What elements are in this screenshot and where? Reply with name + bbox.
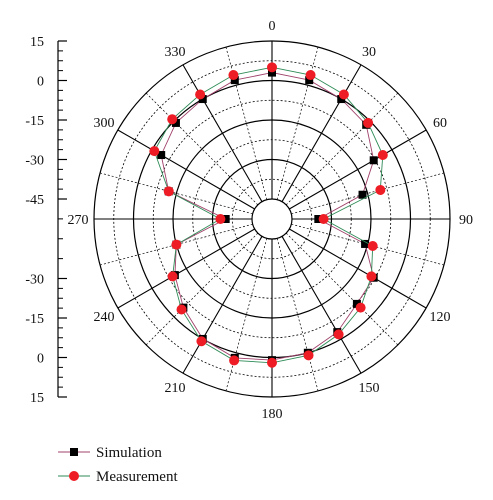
simulation-marker <box>361 239 370 248</box>
measurement-marker <box>195 89 206 100</box>
measurement-marker <box>367 240 378 251</box>
measurement-marker <box>149 146 160 157</box>
grid-spoke-major <box>289 228 427 309</box>
angle-label: 300 <box>93 116 114 131</box>
grid-spoke-major <box>281 64 362 202</box>
measurement-marker <box>267 62 277 73</box>
grid-spoke-major <box>281 236 362 374</box>
angle-label: 180 <box>262 407 283 422</box>
radial-tick-label: -30 <box>25 273 44 288</box>
measurement-marker <box>176 304 187 315</box>
angle-label: 150 <box>359 381 380 396</box>
simulation-marker <box>352 299 361 308</box>
legend-square-marker <box>70 448 78 456</box>
measurement-marker <box>215 214 226 224</box>
legend: Simulation Measurement <box>58 445 178 485</box>
measurement-marker <box>305 70 316 81</box>
angle-label: 120 <box>430 310 451 325</box>
simulation-marker <box>314 215 323 223</box>
measurement-marker <box>167 271 178 282</box>
measurement-marker <box>229 355 240 366</box>
angular-labels: 0 30 60 90 120 150 180 210 240 270 300 330 <box>68 19 474 422</box>
measurement-marker <box>333 329 344 340</box>
measurement-marker <box>355 302 366 313</box>
measurement-marker <box>363 117 374 128</box>
simulation-marker <box>268 68 276 77</box>
series-line-simulation <box>160 72 375 361</box>
grid-spoke-major <box>117 129 255 210</box>
angle-label: 210 <box>165 381 186 396</box>
measurement-marker <box>318 214 329 224</box>
angle-label: 60 <box>433 116 447 131</box>
radial-tick-label: -30 <box>25 154 44 169</box>
simulation-marker <box>198 95 207 104</box>
measurement-marker <box>366 271 377 282</box>
radial-tick-label: 15 <box>30 35 44 50</box>
legend-label: Simulation <box>96 445 162 461</box>
legend-circle-marker <box>69 471 79 481</box>
legend-label: Measurement <box>96 469 178 485</box>
simulation-marker <box>157 151 166 160</box>
measurement-marker <box>171 239 182 250</box>
measurement-marker <box>228 70 239 81</box>
radial-tick-label: 0 <box>37 75 44 90</box>
radial-axis: 15 0 -15 -30 -45 -30 -15 0 15 <box>25 35 67 406</box>
simulation-marker <box>221 215 230 223</box>
grid-spoke-major <box>182 236 263 374</box>
angle-label: 240 <box>93 310 114 325</box>
angle-label: 0 <box>269 19 276 34</box>
simulation-marker <box>337 95 346 104</box>
grid-circle-major <box>251 198 293 240</box>
measurement-marker <box>163 186 174 197</box>
measurement-marker <box>196 336 207 347</box>
measurement-marker <box>338 89 349 100</box>
simulation-marker <box>230 76 239 85</box>
radial-tick-label: -45 <box>25 193 44 208</box>
angle-label: 270 <box>68 213 89 228</box>
data-series <box>149 62 388 368</box>
simulation-marker <box>305 76 314 85</box>
angle-label: 90 <box>459 213 473 228</box>
simulation-marker <box>171 118 180 127</box>
simulation-marker <box>369 156 378 165</box>
grid-spoke-major <box>289 129 427 210</box>
radial-tick-label: 0 <box>37 352 44 367</box>
measurement-marker <box>267 357 277 368</box>
measurement-marker <box>377 150 388 161</box>
angle-label: 30 <box>362 45 376 60</box>
polar-grid <box>93 40 451 398</box>
radial-tick-label: 15 <box>30 391 44 406</box>
measurement-marker <box>375 184 386 195</box>
measurement-marker <box>303 350 314 361</box>
simulation-marker <box>358 190 367 199</box>
angle-label: 330 <box>165 45 186 60</box>
measurement-marker <box>167 114 178 125</box>
radial-tick-label: -15 <box>25 312 44 327</box>
grid-spoke-major <box>182 64 263 202</box>
grid-spoke-major <box>117 228 255 309</box>
radial-tick-label: -15 <box>25 114 44 129</box>
